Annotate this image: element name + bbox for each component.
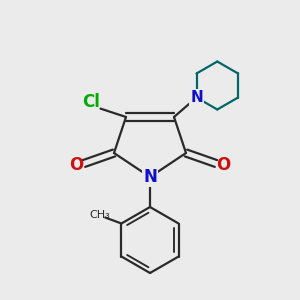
Text: N: N — [143, 168, 157, 186]
Text: CH₃: CH₃ — [89, 210, 110, 220]
Text: O: O — [216, 156, 231, 174]
Text: O: O — [69, 156, 84, 174]
Text: Cl: Cl — [82, 93, 100, 111]
Text: N: N — [190, 90, 203, 105]
